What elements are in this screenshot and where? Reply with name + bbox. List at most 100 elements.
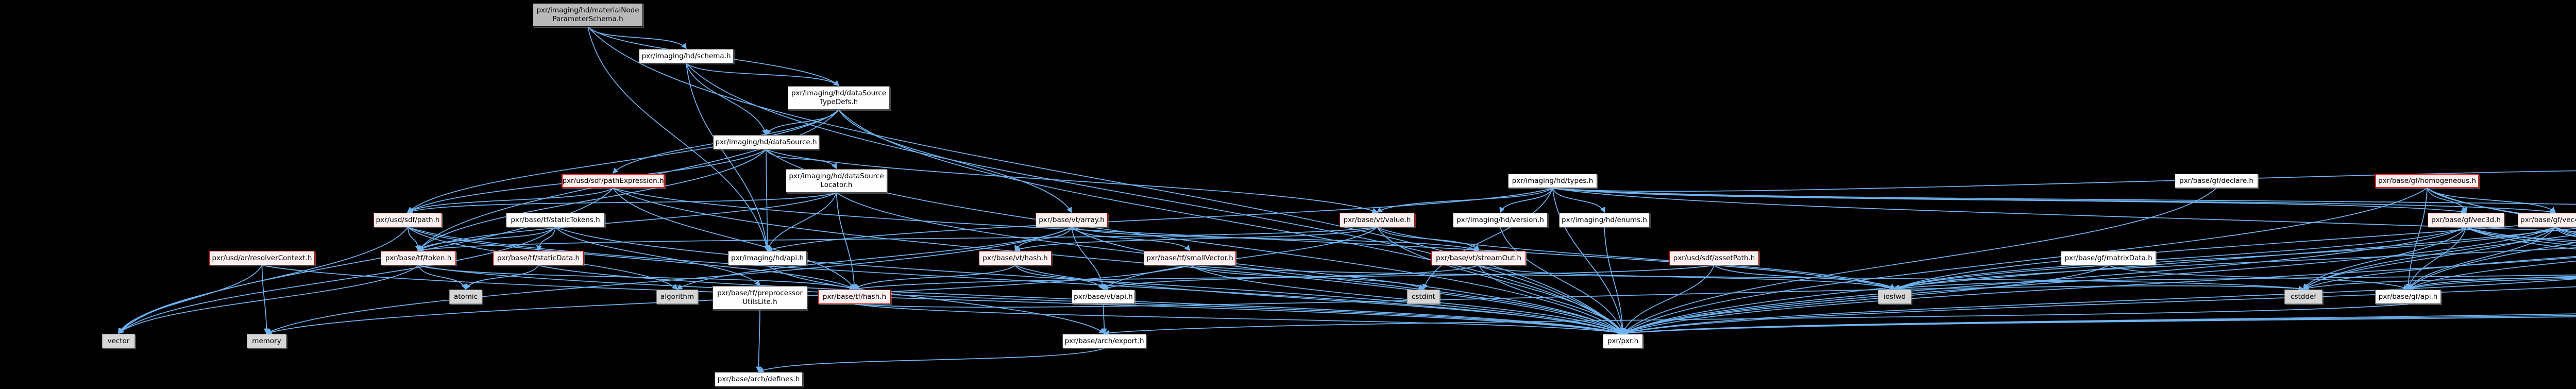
edge-vec2d-to-iosfwd: [1893, 220, 2576, 290]
edge-tftoken-to-atomic: [418, 265, 467, 290]
edge-datasource-to-tftoken: [417, 149, 767, 251]
graph-node-matrixdata[interactable]: pxr/base/gf/matrixData.h: [2061, 251, 2156, 265]
edge-datasource-to-dslocator: [766, 149, 837, 170]
graph-node-statictokens[interactable]: pxr/base/tf/staticTokens.h: [506, 213, 605, 227]
edge-statictokens-to-staticdata: [536, 227, 556, 251]
edge-vec4d-to-cmath: [2554, 227, 2576, 238]
graph-node-tfhash[interactable]: pxr/base/tf/hash.h: [818, 290, 891, 304]
edge-statictokens-to-preputils: [555, 227, 761, 286]
edge-types-to-vec2h: [1552, 188, 2576, 205]
graph-node-hdversion[interactable]: pxr/imaging/hd/version.h: [1453, 213, 1548, 227]
edge-smallvector-to-pxrh: [1190, 265, 1624, 334]
graph-node-schema[interactable]: pxr/imaging/hd/schema.h: [639, 49, 734, 63]
edge-vtvalue-to-pxrh: [1377, 227, 1623, 334]
graph-node-vtvalue[interactable]: pxr/base/vt/value.h: [1340, 213, 1415, 227]
graph-node-homogeneous[interactable]: pxr/base/gf/homogeneous.h: [2375, 174, 2479, 188]
graph-node-gfdeclare[interactable]: pxr/base/gf/declare.h: [2175, 174, 2258, 188]
edge-vec4d-to-iosfwd: [1893, 227, 2555, 291]
edge-dslocator-to-tftoken: [417, 192, 837, 251]
edge-vec3d-to-iosfwd: [1893, 227, 2466, 290]
graph-node-cstdint: cstdint: [1407, 290, 1440, 304]
edge-streamout-to-iosfwd: [1478, 265, 1896, 291]
graph-node-archdefines[interactable]: pxr/base/arch/defines.h: [715, 372, 803, 386]
edge-smallvector-to-cstdint: [1190, 265, 1425, 290]
edge-assetpath-to-pxrh: [1621, 265, 1715, 334]
edge-schema-to-pxrh: [686, 63, 1624, 334]
edge-pathexpr-to-pxrh: [613, 188, 1624, 334]
graph-node-dstypedefs[interactable]: pxr/imaging/hd/dataSource TypeDefs.h: [788, 86, 890, 110]
edge-types-to-vec2i: [1552, 188, 2576, 232]
edge-preputils-to-archdefines: [756, 309, 762, 373]
edge-dstypedefs-to-sdfpath: [407, 109, 839, 213]
graph-node-streamout[interactable]: pxr/base/vt/streamOut.h: [1431, 251, 1526, 265]
graph-node-cstddef: cstddef: [2284, 290, 2323, 304]
graph-node-assetpath[interactable]: pxr/usd/sdf/assetPath.h: [1669, 251, 1759, 265]
edge-schema-to-dstypedefs: [686, 63, 840, 87]
edge-vec2i-to-cstddef: [2302, 277, 2576, 291]
edge-vec3d-to-cmath: [2465, 227, 2576, 241]
graph-node-vthash[interactable]: pxr/base/vt/hash.h: [979, 251, 1052, 265]
edge-types-to-hdversion: [1499, 188, 1553, 213]
edge-gfapi-to-archexport: [1103, 303, 2409, 336]
graph-node-tftoken[interactable]: pxr/base/tf/token.h: [381, 251, 456, 265]
edge-vtvalue-to-vtapi: [1103, 227, 1378, 290]
graph-node-memory: memory: [247, 334, 286, 348]
edge-pathexpr-to-tfhash: [613, 188, 855, 290]
edge-statictokens-to-tftoken: [417, 227, 556, 251]
edge-vtarray-to-pxrh: [1071, 227, 1624, 334]
edge-resolverctx-to-memory: [261, 265, 269, 334]
edge-statictokens-to-vector: [117, 227, 556, 334]
graph-node-vtapi[interactable]: pxr/base/vt/api.h: [1072, 290, 1135, 304]
edge-smallvector-to-cstddef: [1190, 265, 2304, 292]
edge-vec2h-to-pxrh: [1622, 257, 2576, 335]
edge-vthash-to-vtapi: [1014, 265, 1104, 290]
graph-node-smallvector[interactable]: pxr/base/tf/smallVector.h: [1144, 251, 1236, 265]
graph-node-preputils[interactable]: pxr/base/tf/preprocessor UtilsLite.h: [713, 286, 807, 310]
graph-node-staticdata[interactable]: pxr/base/tf/staticData.h: [493, 251, 584, 265]
edge-vec2d-to-pxrh: [1622, 228, 2576, 334]
edge-gfmath-to-pxrh: [1622, 278, 2576, 335]
graph-node-datasource[interactable]: pxr/imaging/hd/dataSource.h: [713, 135, 819, 149]
edge-vec2h-to-iosfwd: [1893, 247, 2576, 291]
graph-node-hdapi[interactable]: pxr/imaging/hd/api.h: [728, 251, 807, 265]
edge-vec4d-to-cstddef: [2302, 227, 2556, 290]
edge-matrixdata-to-gfapi: [2108, 265, 2409, 290]
edge-dstypedefs-to-datasource: [766, 109, 839, 136]
graph-node-hdenums[interactable]: pxr/imaging/hd/enums.h: [1559, 213, 1650, 227]
graph-node-sdfpath[interactable]: pxr/usd/sdf/path.h: [374, 213, 442, 227]
graph-node-iosfwd: iosfwd: [1878, 290, 1911, 304]
edge-datasource-to-vtvalue: [766, 149, 1378, 213]
graph-node-pathexpr[interactable]: pxr/usd/sdf/pathExpression.h: [562, 174, 665, 188]
edge-vec2d-to-gfapi: [2407, 242, 2576, 290]
edge-vtapi-to-archexport: [1101, 303, 1107, 334]
edge-matrixdata-to-pxrh: [1622, 265, 2109, 334]
edge-sdfpath-to-tfhash: [408, 227, 855, 290]
graph-node-dslocator[interactable]: pxr/imaging/hd/dataSource Locator.h: [786, 169, 887, 193]
edge-types-to-vec2d: [1552, 170, 2576, 192]
graph-node-resolverctx[interactable]: pxr/usd/ar/resolverContext.h: [209, 251, 315, 265]
edge-group: [117, 26, 2576, 373]
graph-node-types[interactable]: pxr/imaging/hd/types.h: [1508, 174, 1597, 188]
graph-node-archexport[interactable]: pxr/base/arch/export.h: [1062, 334, 1146, 348]
graph-node-pxrh[interactable]: pxr/pxr.h: [1603, 334, 1643, 348]
edge-vtarray-to-vtapi: [1071, 227, 1106, 290]
edge-vec2i-to-iosfwd: [1893, 274, 2576, 292]
edge-vec2h-to-gfapi: [2407, 260, 2576, 290]
edge-vec2i-to-gfapi: [2407, 278, 2576, 291]
graph-node-gfapi[interactable]: pxr/base/gf/api.h: [2375, 290, 2441, 304]
edge-root-to-schema: [587, 26, 687, 49]
edge-vtarray-to-algorithm: [676, 227, 1072, 290]
edge-tftoken-to-pxrh: [418, 265, 1624, 335]
edge-streamout-to-pxrh: [1478, 265, 1623, 334]
edge-gfmath-to-gfapi: [2407, 276, 2576, 290]
edge-resolverctx-to-vector: [118, 265, 263, 334]
edge-vtarray-to-memory: [266, 227, 1072, 334]
graph-node-vec4d[interactable]: pxr/base/gf/vec4d.h: [2518, 213, 2576, 227]
graph-node-vec3d[interactable]: pxr/base/gf/vec3d.h: [2428, 213, 2504, 227]
edge-hdversion-to-pxrh: [1500, 227, 1624, 334]
edge-dstypedefs-to-vtarray: [838, 109, 1072, 213]
edge-homogeneous-to-vec3d: [2427, 188, 2468, 213]
edge-vec4d-to-gfapi: [2408, 227, 2556, 290]
graph-node-vtarray[interactable]: pxr/base/vt/array.h: [1036, 213, 1108, 227]
